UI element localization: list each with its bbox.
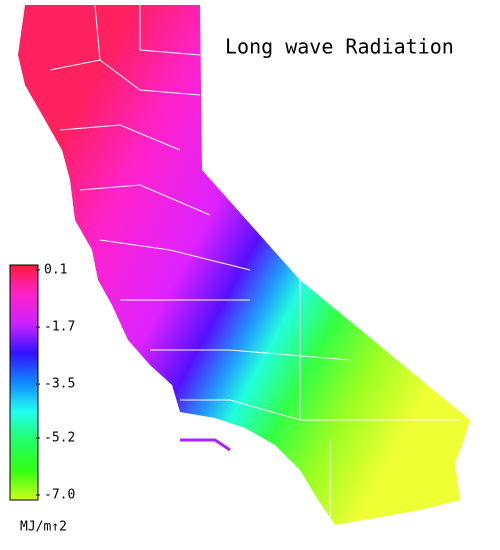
colorbar-tick-label: -1.7: [44, 320, 75, 335]
colorbar-tick-label: -5.2: [44, 430, 75, 445]
county-lines: [49, 4, 460, 525]
colorbar-tick-label: 0.1: [44, 263, 67, 278]
color-legend: MJ/m↑2 0.1 -1.7 -3.5 -5.2 -7.0: [9, 263, 75, 535]
colorbar-tick-label: -7.0: [44, 488, 75, 503]
channel-islands: [180, 438, 231, 452]
state-map: [18, 4, 470, 525]
colorbar: [9, 264, 39, 501]
colorbar-tick-label: -3.5: [44, 377, 75, 392]
california: [18, 5, 470, 525]
map-title: Long wave Radiation: [225, 35, 454, 59]
colorbar-unit: MJ/m↑2: [20, 520, 67, 535]
